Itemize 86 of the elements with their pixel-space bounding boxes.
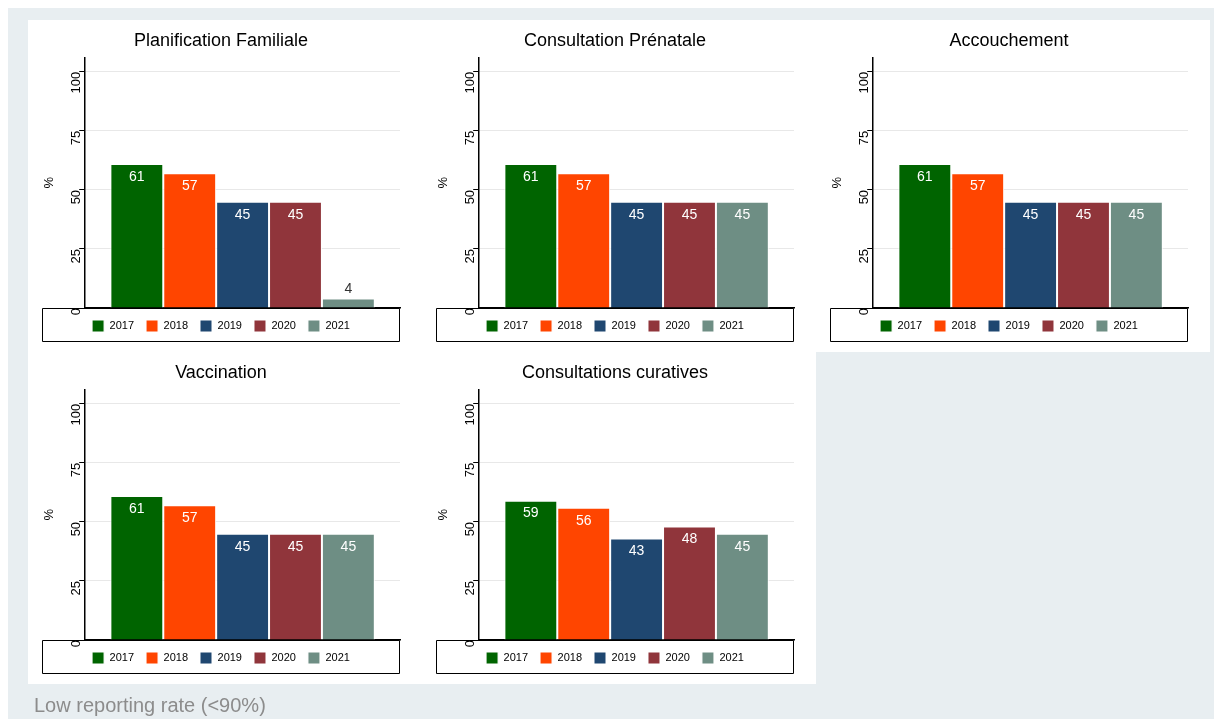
legend-label: 2019 <box>611 651 636 664</box>
legend-label: 2021 <box>1113 319 1138 332</box>
y-tick-label: 75 <box>461 130 477 146</box>
legend-label: 2021 <box>719 319 744 332</box>
y-tick-label: 100 <box>67 403 83 426</box>
data-label: 56 <box>575 511 592 528</box>
legend-label: 2019 <box>1005 319 1030 332</box>
data-label: 48 <box>681 530 698 547</box>
y-tick-label: 0 <box>67 308 83 316</box>
data-label: 61 <box>129 499 145 516</box>
data-label: 45 <box>234 537 251 554</box>
data-label: 45 <box>734 205 751 222</box>
y-tick-label: 100 <box>67 71 83 94</box>
y-tick-label: 50 <box>461 521 477 537</box>
y-tick-label: 0 <box>67 640 83 648</box>
y-tick-label: 75 <box>67 462 83 478</box>
legend-label: 2018 <box>163 319 189 332</box>
data-label: 45 <box>734 537 751 554</box>
legend-label: 2017 <box>109 651 135 664</box>
data-label: 57 <box>181 177 198 194</box>
y-axis-title: % <box>435 176 451 189</box>
y-tick-label: 25 <box>67 248 83 264</box>
y-tick-label: 50 <box>461 189 477 205</box>
data-label: 4 <box>344 280 353 297</box>
chart-title: Accouchement <box>949 29 1069 50</box>
text: Low reporting rate (<90%) <box>34 694 267 717</box>
legend-label: 2019 <box>611 319 636 332</box>
data-label: 45 <box>681 205 698 222</box>
legend-label: 2020 <box>271 319 296 332</box>
legend-label: 2018 <box>557 651 583 664</box>
legend-label: 2018 <box>557 319 583 332</box>
y-axis-title: % <box>829 176 845 189</box>
legend-label: 2020 <box>1059 319 1084 332</box>
y-tick-label: 50 <box>855 189 871 205</box>
legend-label: 2017 <box>503 651 529 664</box>
legend-label: 2021 <box>719 651 744 664</box>
y-tick-label: 50 <box>67 189 83 205</box>
y-tick-label: 100 <box>461 403 477 426</box>
data-label: 45 <box>287 537 304 554</box>
data-label: 61 <box>129 167 145 184</box>
data-label: 45 <box>1128 205 1145 222</box>
y-tick-label: 100 <box>855 71 871 94</box>
data-label: 45 <box>1022 205 1039 222</box>
data-label: 45 <box>628 205 645 222</box>
legend-label: 2020 <box>271 651 296 664</box>
chart-title: Consultations curatives <box>521 361 709 382</box>
data-label: 57 <box>181 509 198 526</box>
legend-label: 2020 <box>665 319 690 332</box>
y-tick-label: 75 <box>855 130 871 146</box>
legend-label: 2017 <box>897 319 923 332</box>
legend-label: 2019 <box>217 651 242 664</box>
data-label: 43 <box>628 542 645 559</box>
legend-label: 2021 <box>325 319 350 332</box>
y-tick-label: 0 <box>461 640 477 648</box>
y-axis-title: % <box>435 508 451 521</box>
y-tick-label: 75 <box>461 462 477 478</box>
y-tick-label: 0 <box>855 308 871 316</box>
legend-label: 2018 <box>163 651 189 664</box>
data-label: 45 <box>340 537 357 554</box>
chart-title: Planification Familiale <box>133 29 309 50</box>
legend-label: 2017 <box>109 319 135 332</box>
data-label: 61 <box>523 167 539 184</box>
y-tick-label: 25 <box>855 248 871 264</box>
data-label: 45 <box>287 205 304 222</box>
y-axis-title: % <box>41 508 57 521</box>
y-tick-label: 50 <box>67 521 83 537</box>
y-tick-label: 0 <box>461 308 477 316</box>
y-tick-label: 25 <box>67 580 83 596</box>
data-label: 57 <box>969 177 986 194</box>
chart-title: Consultation Prénatale <box>523 29 707 50</box>
data-label: 57 <box>575 177 592 194</box>
y-axis-title: % <box>41 176 57 189</box>
y-tick-label: 25 <box>461 248 477 264</box>
y-tick-label: 100 <box>461 71 477 94</box>
legend-label: 2021 <box>325 651 350 664</box>
legend-label: 2020 <box>665 651 690 664</box>
y-tick-label: 75 <box>67 130 83 146</box>
data-label: 45 <box>1075 205 1092 222</box>
legend-label: 2019 <box>217 319 242 332</box>
legend-label: 2018 <box>951 319 977 332</box>
data-label: 45 <box>234 205 251 222</box>
legend-label: 2017 <box>503 319 529 332</box>
data-label: 61 <box>917 167 933 184</box>
data-label: 59 <box>523 504 539 521</box>
y-tick-label: 25 <box>461 580 477 596</box>
chart-title: Vaccination <box>175 361 267 382</box>
